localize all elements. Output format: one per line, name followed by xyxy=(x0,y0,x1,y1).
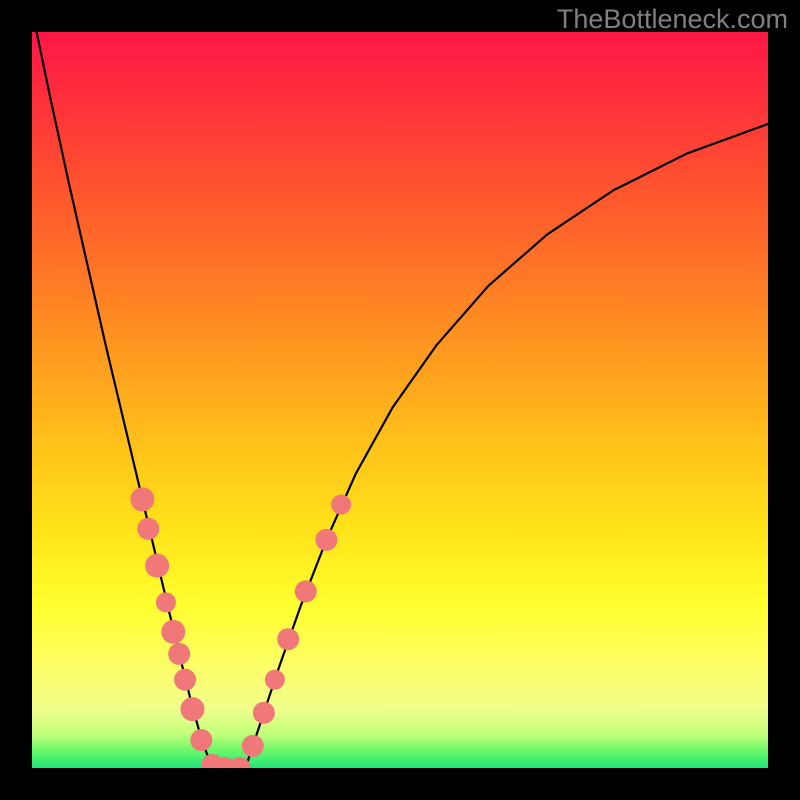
data-point xyxy=(137,518,159,540)
chart-frame: TheBottleneck.com xyxy=(0,0,800,800)
data-point xyxy=(156,592,176,612)
data-point xyxy=(295,580,317,602)
data-point xyxy=(331,495,351,515)
gradient-background xyxy=(32,32,768,768)
data-point xyxy=(180,697,204,721)
data-point xyxy=(145,554,169,578)
data-point xyxy=(130,487,154,511)
data-point xyxy=(277,628,299,650)
data-point xyxy=(265,670,285,690)
data-point xyxy=(174,669,196,691)
data-point xyxy=(242,735,264,757)
data-point xyxy=(253,702,275,724)
data-point xyxy=(229,757,251,779)
data-point xyxy=(315,529,337,551)
watermark-text: TheBottleneck.com xyxy=(557,4,788,35)
data-point xyxy=(168,643,190,665)
data-point xyxy=(161,620,185,644)
data-point xyxy=(190,729,212,751)
chart-svg xyxy=(0,0,800,800)
